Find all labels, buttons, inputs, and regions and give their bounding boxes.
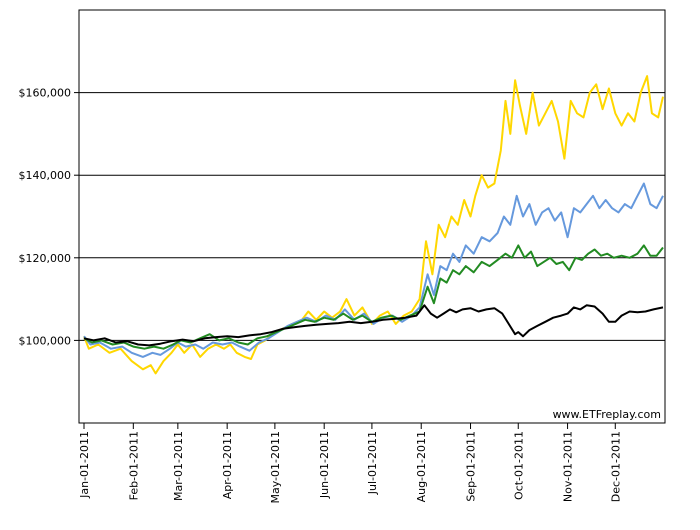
x-tick-label: Sep-01-2011	[465, 431, 478, 502]
plot-area-frame	[78, 9, 666, 424]
x-tick-label: Feb-01-2011	[127, 431, 140, 500]
x-tick-label: Mar-01-2011	[172, 431, 185, 501]
x-tick-label: Dec-01-2011	[609, 431, 622, 502]
series-line-3	[83, 244, 664, 350]
y-tick-label: $160,000	[19, 87, 72, 100]
axes	[78, 9, 666, 424]
x-tick-label: Jul-01-2011	[366, 431, 379, 495]
series-lines	[83, 75, 664, 375]
x-tick-label: Nov-01-2011	[562, 431, 575, 502]
y-tick-label: $140,000	[19, 169, 72, 182]
y-axis-ticks: $100,000 $120,000 $140,000 $160,000	[19, 87, 79, 347]
series-line-4	[83, 304, 664, 347]
y-tick-label: $100,000	[19, 334, 72, 347]
gridlines	[79, 92, 665, 341]
series-line-2	[83, 182, 664, 358]
x-tick-label: Jan-01-2011	[78, 431, 91, 499]
x-tick-label: Oct-01-2011	[512, 431, 525, 500]
y-tick-label: $120,000	[19, 252, 72, 265]
series-line-1	[83, 75, 664, 375]
watermark: www.ETFreplay.com	[553, 408, 661, 421]
x-tick-label: May-01-2011	[269, 431, 282, 503]
x-axis-ticks: Jan-01-2011 Feb-01-2011 Mar-01-2011 Apr-01-…	[78, 423, 622, 503]
x-tick-label: Aug-01-2011	[415, 431, 428, 502]
x-tick-label: Jun-01-2011	[318, 431, 331, 499]
x-tick-label: Apr-01-2011	[221, 431, 234, 499]
